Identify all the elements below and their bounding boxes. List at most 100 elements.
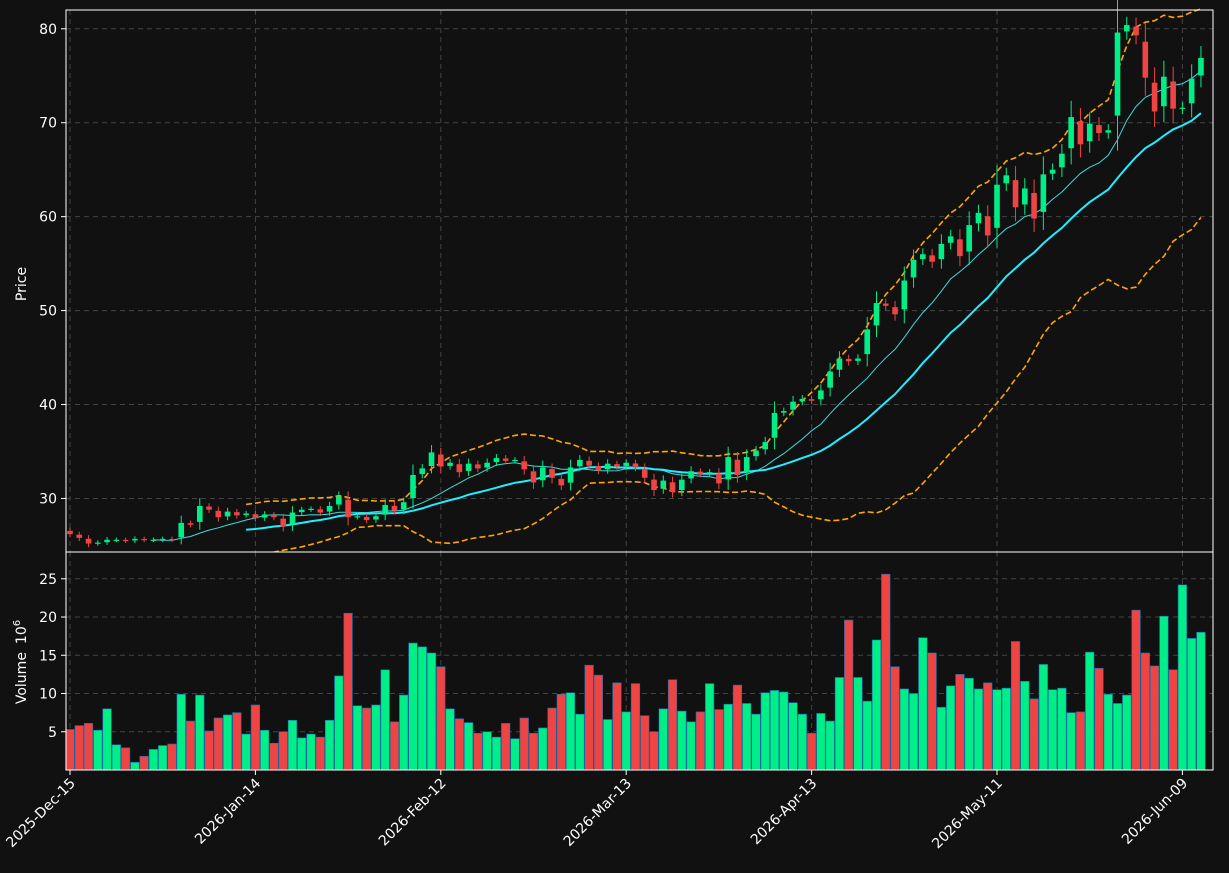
candle-body	[855, 358, 861, 361]
volume-bar	[575, 713, 585, 771]
volume-bar	[334, 675, 344, 771]
moving-averages	[153, 70, 1202, 541]
candle-body	[159, 538, 166, 541]
ma-slow-line	[246, 112, 1202, 531]
candle-body	[743, 457, 750, 473]
candle-body	[984, 216, 991, 236]
volume-axis-label: Volume	[14, 652, 30, 704]
volume-bar	[501, 723, 511, 771]
candle-body	[966, 225, 972, 252]
price-y-tick-label: 60	[39, 210, 57, 226]
candle-body	[734, 459, 741, 475]
volume-bar	[649, 731, 659, 771]
volume-bar	[834, 677, 845, 771]
candle-body	[632, 463, 639, 468]
candle-body	[410, 474, 416, 499]
volume-bar	[695, 711, 705, 771]
candle-body	[780, 411, 787, 413]
candle-body	[141, 538, 147, 541]
volume-bar	[890, 666, 900, 771]
candle-body	[308, 508, 314, 510]
candle-body	[818, 390, 824, 400]
price-plot-area	[66, 10, 1213, 552]
volume-bar	[899, 688, 909, 771]
volume-y-tick-label: 10	[39, 687, 57, 703]
candle-body	[1123, 25, 1130, 32]
candle-body	[354, 516, 361, 518]
volume-bar	[232, 712, 242, 771]
volume-bar	[482, 731, 492, 771]
volume-bar	[1075, 711, 1086, 771]
candle-body	[1049, 169, 1056, 174]
candle-body	[132, 538, 138, 541]
candle-body	[400, 502, 407, 510]
volume-bar	[723, 703, 733, 771]
volume-bar	[510, 738, 520, 771]
candle-body	[827, 371, 833, 388]
volume-bar	[380, 669, 390, 771]
candle-body	[864, 329, 871, 355]
volume-bar	[1140, 652, 1150, 771]
candle-body	[280, 518, 287, 527]
candle-body	[660, 480, 667, 489]
volume-bar	[1103, 693, 1113, 771]
volume-bar	[287, 719, 298, 771]
candle-body	[234, 512, 240, 516]
candle-body	[261, 514, 268, 518]
candle-body	[725, 457, 731, 480]
candle-body	[641, 469, 648, 478]
volume-bar	[788, 702, 798, 771]
candle-body	[567, 467, 574, 483]
candle-body	[336, 496, 342, 505]
volume-bar	[779, 691, 789, 771]
volume-bar	[705, 683, 715, 771]
volume-bar	[714, 709, 724, 771]
volume-bar	[204, 730, 214, 771]
volume-bar	[352, 705, 362, 771]
candle-body	[688, 471, 694, 479]
candle-body	[252, 514, 259, 519]
candle-body	[762, 442, 769, 450]
candle-body	[873, 303, 880, 326]
candle-body	[901, 280, 908, 310]
volume-bar	[1168, 669, 1178, 771]
candle-body	[716, 473, 722, 484]
volume-bar	[612, 682, 622, 771]
price-y-tick-label: 50	[39, 304, 57, 320]
volume-bar	[955, 674, 965, 771]
candle-body	[651, 479, 657, 491]
candle-body	[929, 255, 935, 262]
price-panel: 30 40 50 60 70 80 Price	[14, 0, 1214, 556]
volume-bar	[797, 713, 807, 771]
candle-body	[345, 499, 351, 518]
volume-bar	[102, 708, 112, 771]
volume-bar	[992, 689, 1002, 771]
volume-bar	[547, 707, 557, 771]
volume-bar	[556, 693, 566, 771]
candle-body	[224, 511, 231, 517]
volume-bar	[769, 690, 780, 771]
volume-bar	[964, 677, 974, 771]
candle-body	[438, 454, 444, 467]
volume-bar	[213, 717, 223, 771]
candle-body	[493, 458, 500, 463]
candle-body	[1022, 188, 1028, 205]
candle-body	[697, 471, 704, 475]
volume-bar	[111, 744, 121, 771]
candle-body	[447, 462, 453, 466]
candle-body	[465, 463, 472, 471]
candle-body	[679, 479, 685, 491]
candle-body	[1012, 180, 1019, 208]
ma-fast-line	[153, 70, 1202, 541]
volume-bar	[677, 710, 687, 771]
volume-bar	[686, 721, 696, 771]
volume-y-ticks: 5 10 15 20 25	[39, 572, 66, 741]
candle-body	[1059, 153, 1065, 168]
candlesticks	[67, 0, 1204, 548]
volume-bar	[1010, 641, 1021, 771]
volume-bar	[667, 679, 678, 771]
candle-body	[428, 452, 435, 467]
lower-band	[246, 217, 1202, 556]
volume-bar	[454, 718, 464, 771]
candle-body	[1170, 81, 1176, 109]
